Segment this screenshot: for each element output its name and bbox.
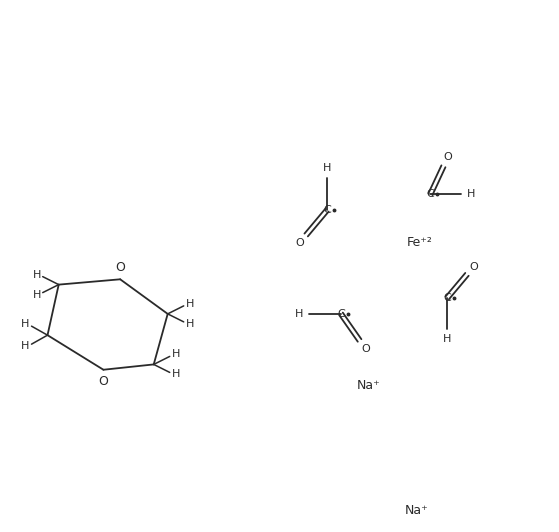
Text: H: H (21, 341, 30, 351)
Text: H: H (172, 369, 180, 379)
Text: H: H (295, 309, 303, 319)
Text: C: C (443, 293, 451, 303)
Text: O: O (443, 152, 452, 162)
Text: O: O (469, 262, 478, 272)
Text: H: H (21, 319, 30, 329)
Text: O: O (98, 375, 108, 388)
Text: H: H (323, 163, 331, 173)
Text: O: O (361, 344, 369, 354)
Text: C: C (337, 309, 345, 319)
Text: H: H (186, 319, 194, 329)
Text: Fe⁺²: Fe⁺² (406, 236, 432, 248)
Text: Na⁺: Na⁺ (357, 379, 381, 392)
Text: Na⁺: Na⁺ (405, 504, 428, 517)
Text: H: H (32, 289, 41, 300)
Text: O: O (115, 261, 125, 274)
Text: C: C (427, 189, 434, 199)
Text: H: H (172, 350, 180, 360)
Text: C: C (323, 205, 331, 215)
Text: H: H (467, 189, 475, 199)
Text: H: H (32, 270, 41, 280)
Text: O: O (295, 238, 304, 247)
Text: H: H (443, 334, 451, 344)
Text: H: H (186, 299, 194, 309)
